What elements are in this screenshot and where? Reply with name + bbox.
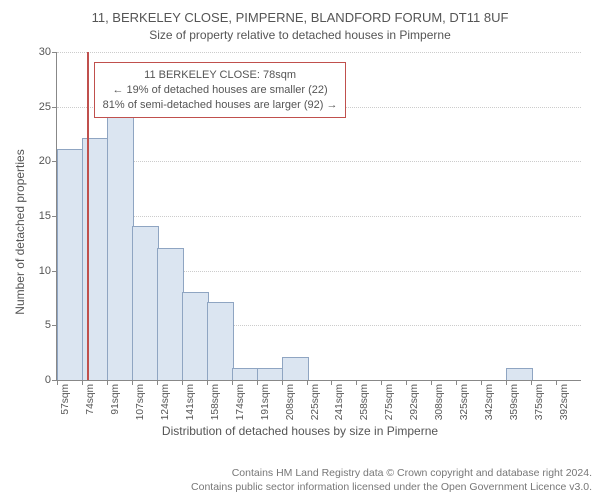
xtick-mark [406,380,407,385]
chart-title: 11, BERKELEY CLOSE, PIMPERNE, BLANDFORD … [0,10,600,25]
histogram-bar [57,149,84,380]
xtick-mark [456,380,457,385]
xtick-label: 191sqm [260,384,271,432]
xtick-mark [232,380,233,385]
xtick-label: 107sqm [135,384,146,432]
histogram-bar [207,302,234,380]
ytick-label: 30 [21,46,51,58]
xtick-label: 359sqm [509,384,520,432]
xtick-mark [381,380,382,385]
xtick-label: 292sqm [409,384,420,432]
ytick-label: 20 [21,155,51,167]
ytick-mark [52,52,57,53]
property-marker-line [87,52,89,380]
xtick-mark [331,380,332,385]
histogram-bar [107,106,134,380]
gridline [57,52,581,53]
histogram-bar [182,292,209,380]
xtick-label: 208sqm [285,384,296,432]
ytick-label: 5 [21,319,51,331]
xtick-mark [207,380,208,385]
plot-area: 05101520253057sqm74sqm91sqm107sqm124sqm1… [56,52,581,381]
xtick-mark [82,380,83,385]
annotation-line-3: 81% of semi-detached houses are larger (… [103,98,338,113]
xtick-label: 225sqm [310,384,321,432]
histogram-bar [506,368,533,380]
xtick-label: 57sqm [60,384,71,432]
xtick-mark [356,380,357,385]
ytick-label: 15 [21,210,51,222]
xtick-label: 141sqm [185,384,196,432]
xtick-label: 91sqm [110,384,121,432]
xtick-mark [307,380,308,385]
xtick-mark [157,380,158,385]
xtick-mark [282,380,283,385]
xtick-mark [107,380,108,385]
annotation-callout: 11 BERKELEY CLOSE: 78sqm← 19% of detache… [94,62,347,119]
xtick-label: 275sqm [384,384,395,432]
histogram-bar [257,368,284,380]
ytick-label: 0 [21,374,51,386]
xtick-mark [556,380,557,385]
xtick-mark [481,380,482,385]
xtick-label: 74sqm [85,384,96,432]
xtick-label: 158sqm [210,384,221,432]
xtick-mark [431,380,432,385]
attribution-footer: Contains HM Land Registry data © Crown c… [191,466,592,494]
xtick-mark [531,380,532,385]
histogram-bar [82,138,109,380]
annotation-line-2: ← 19% of detached houses are smaller (22… [103,83,338,98]
ytick-label: 25 [21,101,51,113]
xtick-label: 124sqm [160,384,171,432]
chart-container: 11, BERKELEY CLOSE, PIMPERNE, BLANDFORD … [0,10,600,440]
histogram-bar [132,226,159,380]
xtick-mark [506,380,507,385]
histogram-bar [157,248,184,380]
footer-line-2: Contains public sector information licen… [191,480,592,494]
footer-line-1: Contains HM Land Registry data © Crown c… [191,466,592,480]
chart-subtitle: Size of property relative to detached ho… [0,28,600,42]
gridline [57,216,581,217]
xtick-mark [57,380,58,385]
xtick-label: 325sqm [459,384,470,432]
gridline [57,161,581,162]
histogram-bar [232,368,259,380]
xtick-mark [132,380,133,385]
xtick-label: 174sqm [235,384,246,432]
ytick-mark [52,107,57,108]
xtick-label: 258sqm [359,384,370,432]
annotation-line-1: 11 BERKELEY CLOSE: 78sqm [103,68,338,83]
ytick-label: 10 [21,265,51,277]
histogram-bar [282,357,309,380]
xtick-label: 342sqm [484,384,495,432]
xtick-mark [182,380,183,385]
xtick-mark [257,380,258,385]
xtick-label: 392sqm [559,384,570,432]
xtick-label: 241sqm [334,384,345,432]
xtick-label: 375sqm [534,384,545,432]
xtick-label: 308sqm [434,384,445,432]
